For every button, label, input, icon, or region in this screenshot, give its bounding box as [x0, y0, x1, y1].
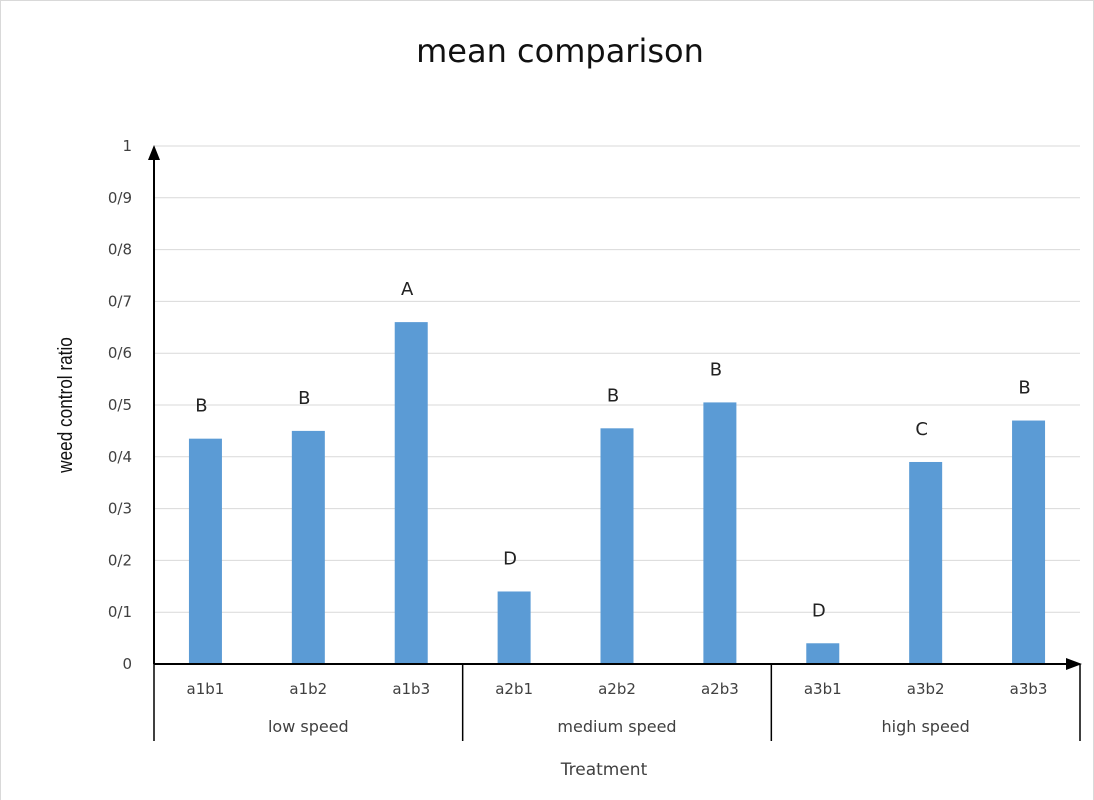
x-category-labels: a1b1 a1b2 a1b3 a2b1 a2b2 a2b3 a3b1 a3b2 a3b3 [187, 680, 1048, 698]
bar [498, 591, 531, 664]
x-axis-title: Treatment [560, 760, 648, 780]
significance-letter: B [1018, 378, 1030, 399]
x-group-label: low speed [268, 717, 349, 736]
y-tick-label: 0/1 [108, 603, 132, 621]
bars [189, 322, 1045, 664]
bar [189, 439, 222, 664]
chart-title: mean comparison [416, 32, 704, 70]
x-category-label: a3b3 [1010, 680, 1048, 698]
significance-letter: B [607, 385, 619, 406]
bar [806, 643, 839, 664]
bar [292, 431, 325, 664]
bar [703, 402, 736, 664]
x-category-label: a1b2 [289, 680, 327, 698]
y-tick-label: 0/3 [108, 500, 132, 518]
x-group-label: high speed [882, 717, 970, 736]
y-tick-labels: 0 0/1 0/2 0/3 0/4 0/5 0/6 0/7 0/8 0/9 1 [108, 137, 132, 673]
x-category-label: a2b1 [495, 680, 533, 698]
significance-letter: B [195, 396, 207, 417]
significance-letter: B [710, 359, 722, 380]
x-group-label: medium speed [557, 717, 676, 736]
significance-letter: D [812, 600, 826, 621]
x-category-label: a3b2 [907, 680, 945, 698]
x-category-label: a3b1 [804, 680, 842, 698]
y-tick-label: 0/7 [108, 292, 132, 310]
x-category-label: a1b3 [392, 680, 430, 698]
bar [1012, 421, 1045, 664]
significance-letter: D [503, 548, 517, 569]
y-tick-label: 0/8 [108, 241, 132, 259]
bar [909, 462, 942, 664]
y-tick-label: 1 [122, 137, 132, 155]
x-category-label: a2b2 [598, 680, 636, 698]
bar [395, 322, 428, 664]
y-tick-label: 0/9 [108, 189, 132, 207]
x-group-labels: low speed medium speed high speed [268, 717, 970, 736]
y-tick-label: 0 [122, 655, 132, 673]
significance-letter: B [298, 388, 310, 409]
significance-letter: C [915, 419, 928, 440]
y-axis-title: weed control ratio [54, 337, 77, 474]
y-tick-label: 0/4 [108, 448, 132, 466]
x-category-label: a1b1 [187, 680, 225, 698]
y-tick-label: 0/6 [108, 344, 132, 362]
bar [601, 428, 634, 664]
significance-letter: A [401, 279, 414, 300]
y-axis-arrow [148, 145, 160, 160]
x-category-label: a2b3 [701, 680, 739, 698]
y-tick-label: 0/5 [108, 396, 132, 414]
y-tick-label: 0/2 [108, 551, 132, 569]
